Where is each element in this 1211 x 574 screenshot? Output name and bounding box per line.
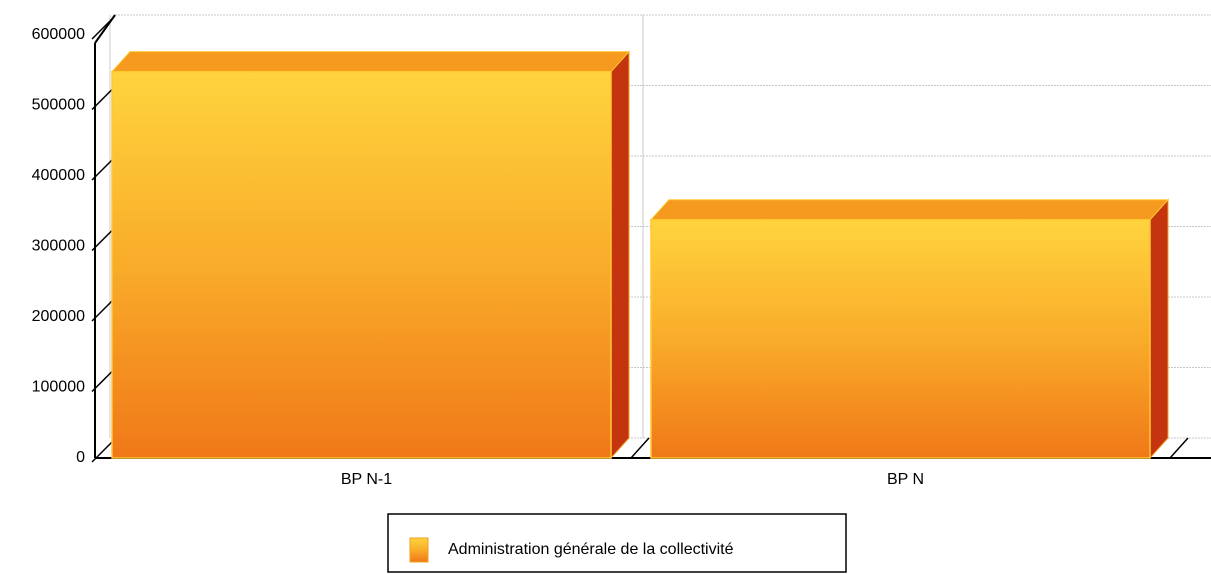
floor-mark: [1169, 437, 1189, 459]
bar: [111, 70, 612, 459]
y-tick-label: 100000: [32, 379, 85, 396]
bar: [650, 218, 1151, 459]
y-tick-label: 300000: [32, 238, 85, 255]
legend-box: [387, 513, 847, 573]
y-tick-label: 200000: [32, 308, 85, 325]
legend-swatch: [409, 537, 429, 563]
y-axis-top: [94, 14, 116, 44]
y-tick-label: 500000: [32, 97, 85, 114]
bar-side: [1149, 198, 1169, 460]
x-tick-label: BP N: [887, 471, 924, 488]
bar-side: [610, 50, 630, 460]
y-tick-label: 400000: [32, 167, 85, 184]
bar-top: [110, 51, 631, 73]
x-tick-label: BP N-1: [341, 471, 392, 488]
bar-top: [649, 199, 1170, 221]
legend-label: Administration générale de la collectivi…: [448, 541, 734, 558]
y-tick-label: 0: [76, 449, 85, 466]
y-tick-label: 600000: [32, 26, 85, 43]
floor-mark: [630, 437, 650, 459]
